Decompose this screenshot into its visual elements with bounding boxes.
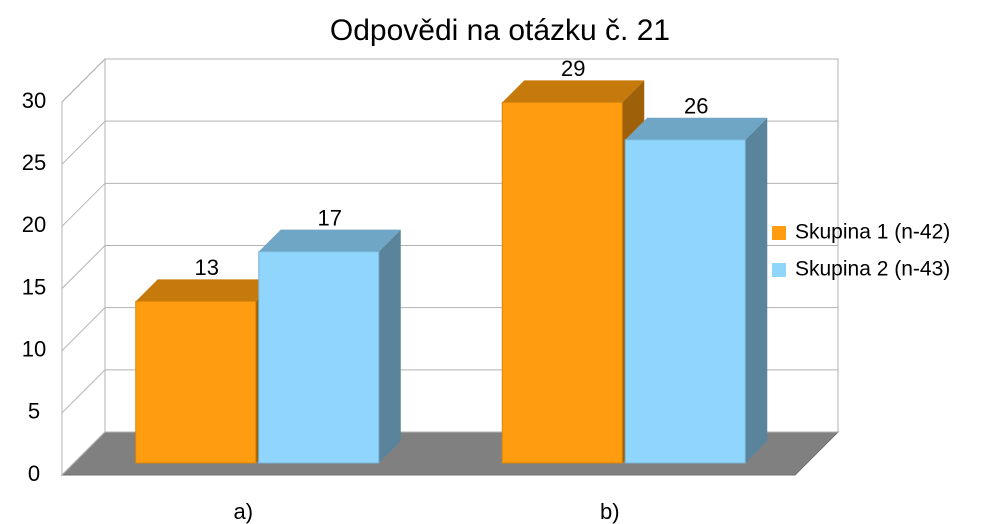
bar xyxy=(501,101,623,464)
y-tick-label: 10 xyxy=(22,336,46,361)
bar xyxy=(624,139,746,464)
bar-top xyxy=(502,80,645,103)
y-tick-label: 0 xyxy=(28,461,40,486)
data-label: 26 xyxy=(684,94,708,119)
legend-label: Skupina 1 (n-42) xyxy=(795,221,950,244)
y-axis-back xyxy=(61,58,106,103)
legend-label: Skupina 2 (n-43) xyxy=(795,258,950,281)
bar xyxy=(258,251,380,464)
data-label: 17 xyxy=(318,205,342,230)
data-label: 29 xyxy=(561,56,585,81)
grid-line xyxy=(61,58,838,103)
y-tick-label: 25 xyxy=(22,150,46,175)
data-label: 13 xyxy=(195,255,219,280)
y-tick-label: 30 xyxy=(22,88,46,113)
bar-side xyxy=(378,229,401,463)
bar-side xyxy=(745,117,768,463)
bar-top xyxy=(135,279,278,302)
y-tick-label: 15 xyxy=(22,274,46,299)
bar-top xyxy=(625,117,768,140)
y-tick-label: 20 xyxy=(22,212,46,237)
legend-swatch xyxy=(772,263,786,277)
bar-top xyxy=(258,229,401,252)
legend-swatch xyxy=(772,226,786,240)
chart-title: Odpovědi na otázku č. 21 xyxy=(330,14,670,47)
x-tick-label: a) xyxy=(233,499,253,524)
y-tick-label: 5 xyxy=(28,399,40,424)
x-tick-label: b) xyxy=(600,499,620,524)
bar xyxy=(135,300,257,464)
